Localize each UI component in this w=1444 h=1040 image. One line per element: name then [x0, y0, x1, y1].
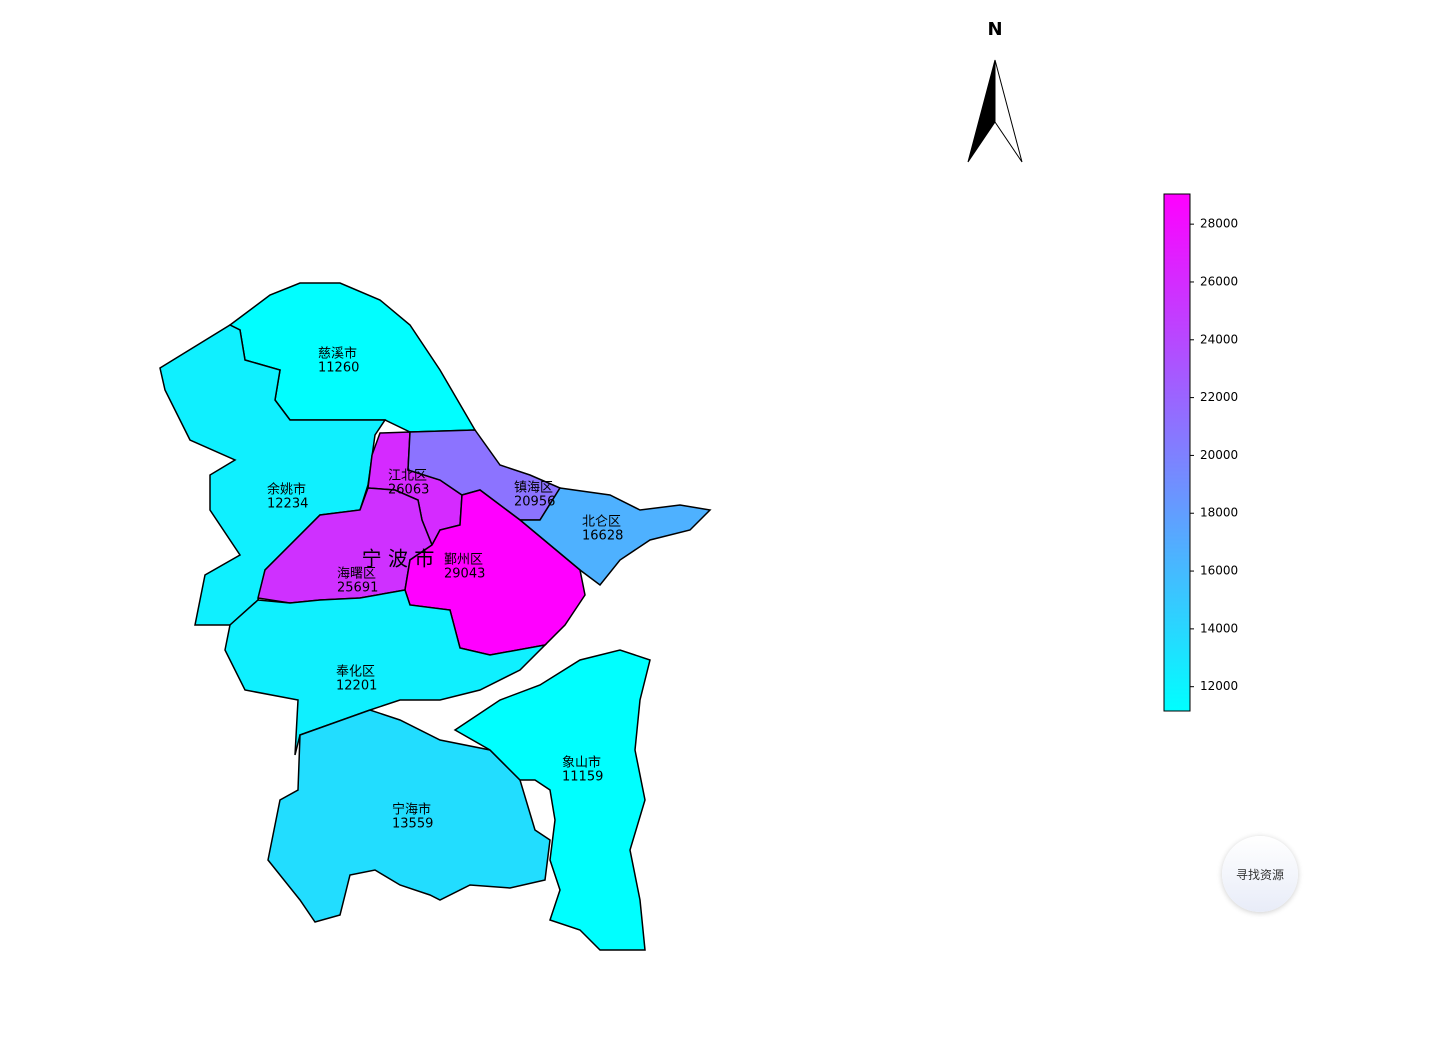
- colorbar-tick-label: 18000: [1200, 506, 1238, 520]
- region-name: 鄞州区: [444, 553, 483, 568]
- region-name: 江北区: [388, 469, 427, 484]
- colorbar-tick-label: 16000: [1200, 564, 1238, 578]
- colorbar-ticks: 12000 14000 16000 18000 20000 22000 24000 26000…: [1190, 217, 1238, 693]
- region-value: 12234: [267, 497, 308, 512]
- region: [267, 709, 551, 923]
- colorbar-tick-label: 28000: [1200, 217, 1238, 231]
- region-value: 29043: [444, 567, 485, 582]
- region-value: 13559: [392, 817, 433, 832]
- north-arrow-right: [994, 59, 1023, 163]
- region-value: 11159: [562, 770, 603, 785]
- region-value: 25691: [337, 581, 378, 596]
- region-name: 余姚市: [267, 482, 306, 498]
- map-title: 宁 波 市: [362, 547, 435, 571]
- colorbar-tick-label: 26000: [1200, 274, 1238, 288]
- colorbar-tick-label: 12000: [1200, 679, 1238, 693]
- region-value: 11260: [318, 361, 359, 376]
- region-value: 16628: [582, 529, 623, 544]
- region-name: 慈溪市: [318, 346, 357, 362]
- region-name: 宁海市: [392, 802, 431, 818]
- region-name: 海曙区: [337, 567, 376, 582]
- find-resources-button[interactable]: 寻找资源: [1222, 836, 1298, 912]
- region-value: 20956: [514, 495, 555, 510]
- region-value: 12201: [336, 679, 377, 694]
- region-name: 镇海区: [514, 481, 553, 496]
- colorbar-tick-label: 20000: [1200, 448, 1238, 462]
- north-label: N: [987, 19, 1002, 40]
- region-value: 26063: [388, 483, 429, 498]
- region-name: 象山市: [562, 755, 601, 771]
- north-arrow-left: [967, 59, 996, 163]
- colorbar-tick-label: 24000: [1200, 332, 1238, 346]
- region-name: 奉化区: [336, 665, 375, 680]
- region: [453, 649, 651, 951]
- colorbar: [1163, 193, 1191, 712]
- colorbar-tick-label: 14000: [1200, 621, 1238, 635]
- region: [224, 589, 548, 756]
- colorbar-tick-label: 22000: [1200, 390, 1238, 404]
- region-name: 北仑区: [582, 515, 621, 530]
